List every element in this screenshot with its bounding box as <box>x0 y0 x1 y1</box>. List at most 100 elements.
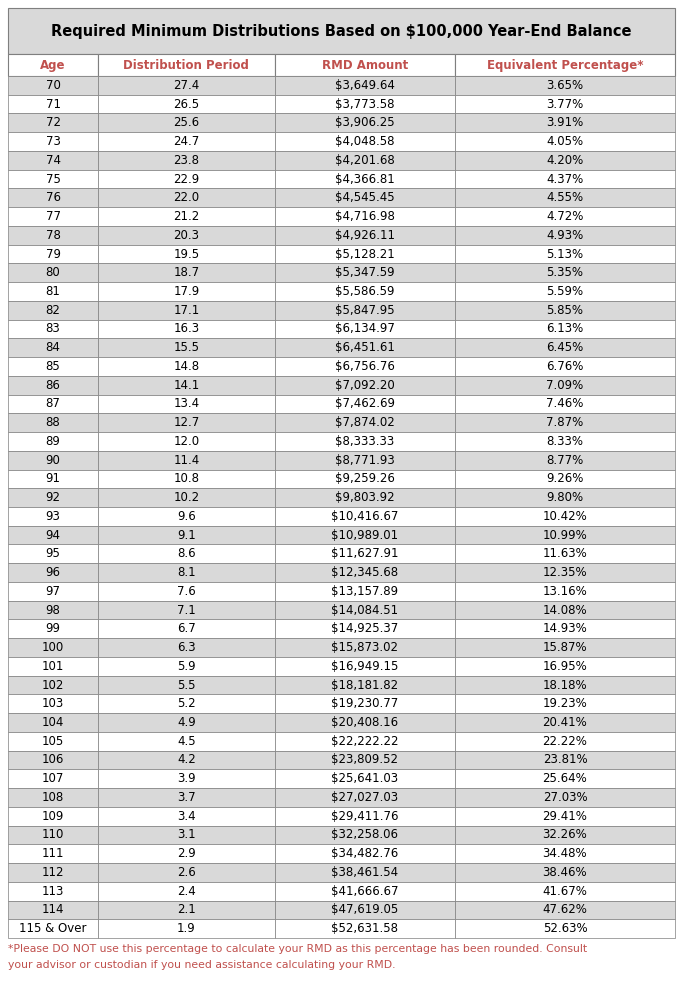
Text: 17.9: 17.9 <box>173 285 199 298</box>
Bar <box>98 357 275 376</box>
Bar <box>275 638 455 657</box>
Text: $41,666.67: $41,666.67 <box>331 884 399 897</box>
Bar <box>8 189 98 208</box>
Bar <box>98 226 275 245</box>
Bar <box>8 338 98 357</box>
Bar <box>8 788 98 806</box>
Text: $9,259.26: $9,259.26 <box>335 472 395 485</box>
Bar <box>8 132 98 151</box>
Bar <box>455 601 675 620</box>
Bar <box>8 170 98 189</box>
Bar <box>275 319 455 338</box>
Text: 111: 111 <box>42 847 64 860</box>
Bar <box>98 507 275 526</box>
Bar <box>275 507 455 526</box>
Bar <box>275 151 455 170</box>
Text: 85: 85 <box>46 360 60 373</box>
Bar <box>455 170 675 189</box>
Text: 89: 89 <box>46 435 61 448</box>
Bar <box>275 601 455 620</box>
Text: $22,222.22: $22,222.22 <box>331 735 399 748</box>
Text: $8,333.33: $8,333.33 <box>335 435 395 448</box>
Text: $52,631.58: $52,631.58 <box>331 922 398 935</box>
Bar <box>98 582 275 601</box>
Bar <box>8 900 98 919</box>
Bar <box>98 825 275 844</box>
Text: Equivalent Percentage*: Equivalent Percentage* <box>487 59 643 72</box>
Bar <box>98 54 275 76</box>
Bar <box>98 208 275 226</box>
Bar <box>275 469 455 488</box>
Text: 32.26%: 32.26% <box>542 828 587 841</box>
Bar <box>275 788 455 806</box>
Bar <box>98 245 275 263</box>
Text: 92: 92 <box>46 491 61 504</box>
Bar <box>455 844 675 863</box>
Bar <box>98 319 275 338</box>
Bar <box>455 376 675 394</box>
Text: 20.3: 20.3 <box>173 229 199 242</box>
Bar <box>8 825 98 844</box>
Bar <box>455 451 675 469</box>
Bar <box>275 563 455 582</box>
Bar <box>98 469 275 488</box>
Text: 80: 80 <box>46 266 60 279</box>
Bar <box>98 488 275 507</box>
Bar <box>98 170 275 189</box>
Text: 12.7: 12.7 <box>173 416 199 429</box>
Text: 4.55%: 4.55% <box>546 192 583 205</box>
Bar <box>98 732 275 750</box>
Bar <box>98 676 275 695</box>
Bar <box>275 282 455 300</box>
Bar <box>455 638 675 657</box>
Text: 7.09%: 7.09% <box>546 378 583 391</box>
Text: 16.3: 16.3 <box>173 322 199 335</box>
Bar <box>98 151 275 170</box>
Bar <box>8 806 98 825</box>
Text: 41.67%: 41.67% <box>542 884 587 897</box>
Text: 27.4: 27.4 <box>173 79 199 92</box>
Bar <box>455 657 675 676</box>
Bar <box>275 95 455 114</box>
Text: 4.9: 4.9 <box>177 716 196 729</box>
Bar <box>8 676 98 695</box>
Bar <box>8 657 98 676</box>
Bar <box>98 695 275 714</box>
Text: 2.1: 2.1 <box>177 903 196 916</box>
Bar <box>8 432 98 451</box>
Bar <box>455 151 675 170</box>
Bar <box>455 863 675 882</box>
Text: 19.5: 19.5 <box>173 248 199 260</box>
Bar <box>98 545 275 563</box>
Bar <box>275 263 455 282</box>
Bar <box>98 300 275 319</box>
Bar <box>98 132 275 151</box>
Text: 73: 73 <box>46 135 61 148</box>
Text: 84: 84 <box>46 341 61 354</box>
Text: 25.6: 25.6 <box>173 117 199 130</box>
Bar <box>8 376 98 394</box>
Text: 7.46%: 7.46% <box>546 397 584 410</box>
Bar <box>98 432 275 451</box>
Text: $19,230.77: $19,230.77 <box>331 698 398 711</box>
Bar <box>455 338 675 357</box>
Bar <box>275 750 455 769</box>
Text: 6.45%: 6.45% <box>546 341 583 354</box>
Text: 4.05%: 4.05% <box>546 135 583 148</box>
Bar <box>8 863 98 882</box>
Bar <box>275 825 455 844</box>
Text: 23.81%: 23.81% <box>542 753 587 766</box>
Bar <box>98 750 275 769</box>
Text: 6.13%: 6.13% <box>546 322 583 335</box>
Text: 70: 70 <box>46 79 61 92</box>
Text: $6,451.61: $6,451.61 <box>335 341 395 354</box>
Bar <box>8 769 98 788</box>
Bar <box>275 208 455 226</box>
Text: 81: 81 <box>46 285 61 298</box>
Bar <box>455 245 675 263</box>
Text: $8,771.93: $8,771.93 <box>335 454 395 467</box>
Bar <box>455 788 675 806</box>
Text: 5.2: 5.2 <box>177 698 196 711</box>
Text: 4.72%: 4.72% <box>546 210 584 223</box>
Text: 15.87%: 15.87% <box>542 641 587 654</box>
